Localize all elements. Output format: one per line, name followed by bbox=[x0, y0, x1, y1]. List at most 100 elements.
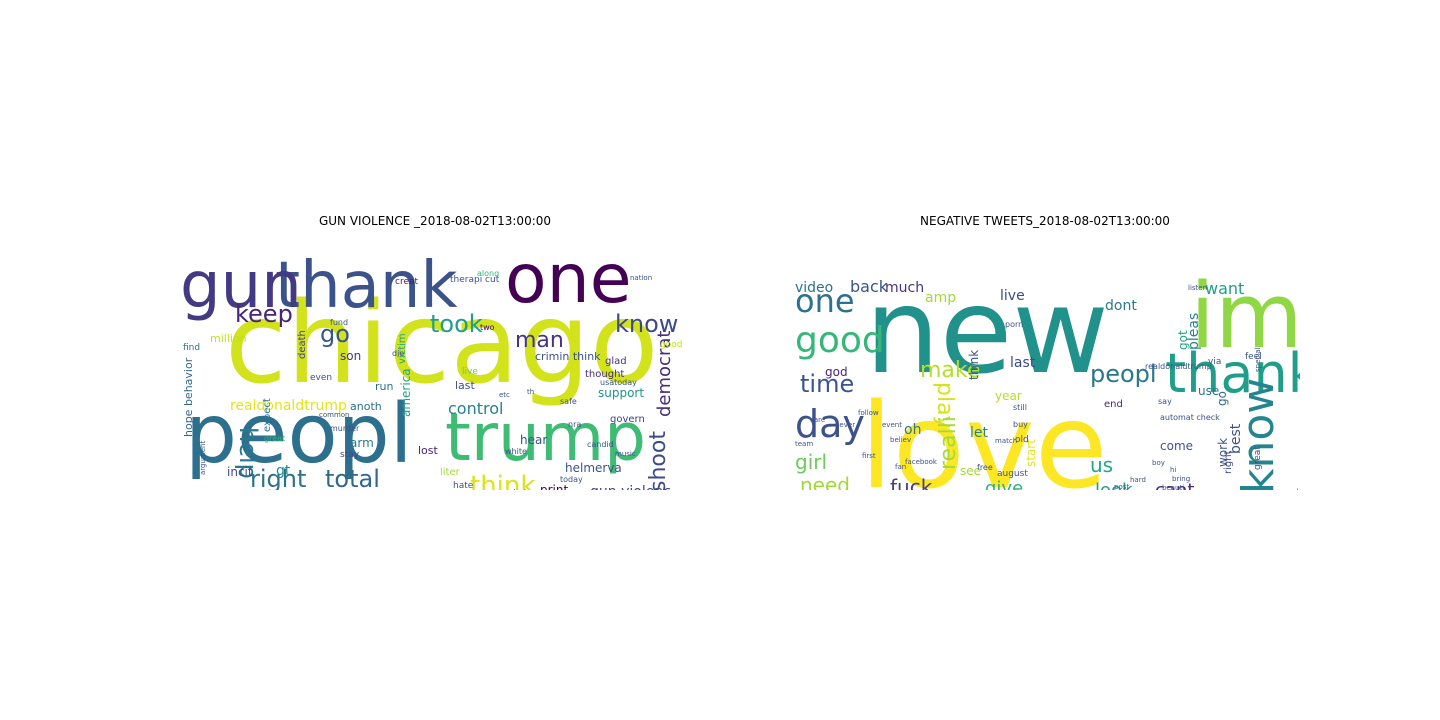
wordcloud-word: realdonaldtrump bbox=[1145, 362, 1212, 371]
chart-title: NEGATIVE TWEETS_2018-08-02T13:00:00 bbox=[920, 214, 1170, 228]
wordcloud-word: facebook bbox=[905, 458, 938, 466]
wordcloud-word: live bbox=[1000, 288, 1025, 304]
wordcloud-word: oh bbox=[904, 422, 921, 438]
wordcloud-word: nude bbox=[1285, 488, 1300, 490]
wordcloud-word: usatoday bbox=[600, 378, 637, 387]
wordcloud-word: man bbox=[515, 328, 564, 353]
wordcloud-word: believ bbox=[890, 436, 911, 444]
wordcloud-word: hi bbox=[1170, 466, 1176, 474]
wordcloud-word: peopl bbox=[185, 387, 413, 482]
wordcloud-word: still bbox=[1013, 403, 1027, 412]
wordcloud-word: expect bbox=[262, 398, 273, 432]
wordcloud-word: hope behavior bbox=[182, 357, 195, 437]
wordcloud-word: use bbox=[1198, 384, 1219, 398]
wordcloud-word: first bbox=[862, 452, 876, 460]
wordcloud-word: hear bbox=[520, 433, 547, 447]
wordcloud-word: etc bbox=[499, 391, 510, 399]
wordcloud-word: democrat bbox=[654, 331, 675, 417]
wordcloud-word: nra bbox=[568, 420, 581, 429]
wordcloud-word: girl bbox=[795, 450, 827, 474]
wordcloud-word: realli bbox=[936, 416, 961, 470]
wordcloud-word: right bbox=[1223, 450, 1234, 474]
wordcloud-word: cant bbox=[1155, 480, 1194, 490]
wordcloud-word: helmerva bbox=[565, 461, 622, 475]
wordcloud-word: us bbox=[1090, 453, 1113, 477]
wordcloud-word: good bbox=[660, 340, 682, 350]
wordcloud-word: keep bbox=[235, 300, 293, 328]
wordcloud-word: talk bbox=[1008, 489, 1022, 490]
wordcloud-word: last bbox=[1010, 355, 1036, 371]
wordcloud-word: one bbox=[505, 240, 632, 319]
wordcloud-word: come bbox=[1160, 439, 1193, 453]
wordcloud-word: see bbox=[960, 464, 981, 478]
wordcloud-word: shoot bbox=[646, 431, 671, 490]
wordcloud-word: know bbox=[615, 310, 678, 338]
wordcloud-word: candid bbox=[587, 440, 614, 449]
wordcloud-word: argument bbox=[199, 441, 207, 475]
wordcloud-word: safe bbox=[560, 397, 577, 406]
wordcloud-word: peopl bbox=[1090, 360, 1157, 388]
wordcloud-word: stupid bbox=[205, 489, 242, 490]
wordcloud-word: amp bbox=[925, 290, 956, 306]
wordcloud-word: music bbox=[615, 450, 636, 458]
wordcloud-word: give bbox=[985, 478, 1023, 490]
wordcloud-word: arm bbox=[350, 436, 374, 450]
wordcloud-word: th bbox=[527, 388, 534, 396]
wordcloud-panel-negative-tweets: NEGATIVE TWEETS_2018-08-02T13:00:00 new l… bbox=[790, 212, 1300, 490]
wordcloud-word: along bbox=[477, 269, 499, 278]
wordcloud-word: print bbox=[540, 483, 568, 490]
wordcloud-word: great bbox=[1253, 446, 1263, 470]
wordcloud-word: look bbox=[1095, 480, 1133, 490]
wordcloud-word: anoth bbox=[350, 400, 382, 413]
wordcloud-word: realdonaldtrump bbox=[230, 398, 347, 414]
wordcloud-word: incit bbox=[227, 465, 253, 479]
wordcloud-word: love bbox=[860, 377, 1107, 490]
wordcloud-word: back bbox=[850, 277, 889, 296]
wordcloud-word: automat check bbox=[1160, 413, 1220, 422]
wordcloud-word: support bbox=[598, 386, 644, 400]
wordcloud-word: dont bbox=[1105, 298, 1137, 314]
wordcloud-word: need bbox=[800, 473, 850, 490]
wordcloud-word: im bbox=[1190, 264, 1300, 369]
wordcloud-word: great bbox=[264, 434, 285, 443]
wordcloud-word: creat bbox=[395, 277, 419, 287]
wordcloud-word: make bbox=[920, 358, 980, 383]
wordcloud-gun-violence: chicago peopl thank one gun trump right total to… bbox=[180, 232, 690, 490]
wordcloud-word: match bbox=[995, 437, 1017, 445]
wordcloud-word: new bbox=[865, 262, 1109, 400]
wordcloud-word: common bbox=[319, 411, 350, 419]
wordcloud-word: die bbox=[392, 349, 404, 358]
wordcloud-word: start bbox=[1024, 439, 1038, 467]
wordcloud-word: go bbox=[320, 320, 350, 348]
wordcloud-word: hard bbox=[1130, 476, 1146, 484]
wordcloud-word: go bbox=[1215, 391, 1229, 406]
wordcloud-word: total bbox=[325, 465, 380, 490]
wordcloud-word: even bbox=[1026, 488, 1046, 490]
wordcloud-word: run bbox=[375, 380, 393, 393]
wordcloud-word: two bbox=[480, 323, 495, 332]
wordcloud-word: took bbox=[430, 310, 483, 338]
wordcloud-word: thank bbox=[1165, 342, 1300, 405]
wordcloud-word: today bbox=[560, 475, 583, 484]
chart-title: GUN VIOLENCE _2018-08-02T13:00:00 bbox=[318, 214, 552, 228]
wordcloud-word: nation bbox=[630, 274, 652, 282]
wordcloud-word: stay bbox=[340, 450, 360, 460]
wordcloud-word: team bbox=[795, 440, 813, 448]
wordcloud-word: boy bbox=[1152, 459, 1165, 467]
wordcloud-word: work bbox=[1216, 438, 1230, 467]
wordcloud-word: fuck bbox=[890, 475, 933, 490]
wordcloud-word: america bbox=[399, 368, 413, 417]
wordcloud-word: control bbox=[448, 399, 503, 418]
wordcloud-word: murder bbox=[330, 424, 360, 433]
wordcloud-word: buy bbox=[1013, 420, 1028, 429]
wordcloud-word: good bbox=[795, 320, 885, 361]
wordcloud-word: got bbox=[1176, 330, 1190, 350]
wordcloud-word: one bbox=[795, 282, 855, 320]
wordcloud-word: thought bbox=[585, 369, 624, 380]
wordcloud-word: best bbox=[1228, 423, 1244, 454]
wordcloud-word: pleas bbox=[1186, 313, 1202, 350]
wordcloud-word: porn bbox=[1005, 320, 1023, 329]
wordcloud-word: listen bbox=[1188, 284, 1207, 292]
